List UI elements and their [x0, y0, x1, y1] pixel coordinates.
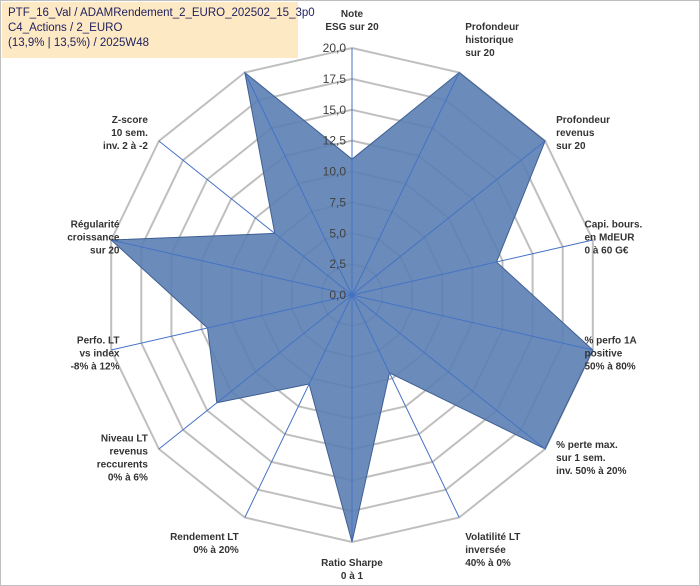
axis-spoke — [351, 72, 460, 296]
axis-spoke — [244, 294, 353, 518]
title-line-1: PTF_16_Val / ADAMRendement_2_EURO_202502… — [8, 7, 315, 19]
axis-spoke — [111, 294, 353, 351]
tick-label: 20,0 — [323, 41, 347, 55]
tick-label: 10,0 — [323, 165, 347, 179]
radar-spokes — [111, 48, 593, 542]
tick-label: 7,5 — [329, 195, 346, 209]
axis-spoke — [351, 239, 593, 296]
axis-labels: Note ESG sur 20 Profondeur historique sur 20… — [67, 9, 642, 582]
axis-label: % perfo 1A positive 50% à 80% — [585, 336, 637, 373]
tick-label: 0,0 — [329, 288, 346, 302]
radial-tick-labels: 0,0 2,5 5,0 7,5 10,0 12,5 15,0 17,5 20,0 — [323, 41, 347, 302]
axis-spoke — [351, 294, 460, 518]
tick-label: 2,5 — [329, 257, 346, 271]
axis-label: Rendement LT 0% à 20% — [170, 532, 239, 556]
axis-spoke — [351, 140, 546, 296]
axis-label: Profondeur historique sur 20 — [465, 22, 519, 59]
axis-label: Perfo. LT vs index -8% à 12% — [71, 336, 120, 373]
axis-label: Capi. bours. en MdEUR 0 à 60 G€ — [585, 219, 643, 256]
tick-label: 15,0 — [323, 103, 347, 117]
axis-spoke — [244, 72, 353, 296]
axis-label: Régularité croissance sur 20 — [67, 219, 120, 256]
axis-spoke — [158, 294, 353, 450]
title-line-2: C4_Actions / 2_EURO — [8, 22, 123, 34]
tick-label: 17,5 — [323, 72, 347, 86]
chart-title-box: PTF_16_Val / ADAMRendement_2_EURO_202502… — [2, 2, 315, 58]
tick-label: 12,5 — [323, 134, 347, 148]
tick-label: 5,0 — [329, 226, 346, 240]
axis-label: Note ESG sur 20 — [325, 9, 379, 33]
axis-label: Volatilité LT inversée 40% à 0% — [465, 532, 520, 569]
axis-label: Z-score 10 sem. inv. 2 à -2 — [103, 115, 148, 152]
title-line-3: (13,9% | 13,5%) / 2025W48 — [8, 37, 150, 49]
axis-spoke — [158, 140, 353, 296]
axis-label: % perte max. sur 1 sem. inv. 50% à 20% — [556, 440, 627, 477]
axis-label: Ratio Sharpe 0 à 1 — [321, 558, 383, 582]
axis-label: Niveau LT revenus reccurents 0% à 6% — [97, 434, 149, 484]
axis-spoke — [111, 239, 353, 296]
axis-label: Profondeur revenus sur 20 — [556, 115, 610, 152]
axis-spoke — [351, 294, 593, 351]
axis-spoke — [351, 294, 546, 450]
